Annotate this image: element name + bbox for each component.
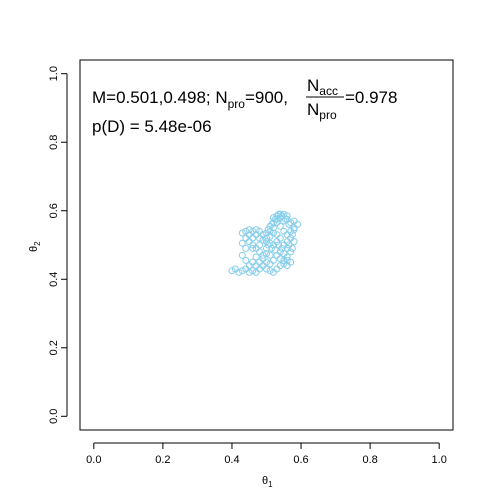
data-point — [238, 229, 246, 237]
data-point — [266, 267, 274, 275]
x-tick-label: 0.8 — [362, 454, 377, 466]
data-point — [256, 241, 264, 249]
data-point — [263, 229, 270, 237]
data-point — [238, 267, 246, 275]
data-point — [256, 227, 264, 235]
data-point — [263, 244, 270, 252]
x-axis: 0.0 0.2 0.4 0.6 0.8 1.0 — [86, 442, 447, 466]
data-point — [283, 262, 291, 270]
data-point — [271, 215, 279, 223]
data-point — [273, 231, 281, 239]
data-point — [256, 248, 264, 256]
data-point — [283, 244, 291, 252]
data-point — [264, 241, 272, 249]
data-points — [228, 210, 302, 276]
x-tick-label: 0.2 — [155, 454, 170, 466]
svg-text:=0.978: =0.978 — [345, 88, 397, 107]
data-point — [287, 248, 295, 256]
data-point — [269, 214, 277, 222]
data-point — [287, 258, 295, 266]
data-point — [282, 215, 289, 223]
data-point — [252, 226, 260, 234]
data-point — [266, 251, 274, 259]
data-point — [264, 226, 272, 234]
data-point — [245, 262, 253, 270]
x-tick-label: 0.4 — [224, 454, 239, 466]
data-point — [268, 220, 276, 228]
data-point — [283, 212, 291, 220]
data-point — [285, 220, 293, 228]
y-axis-label: θ2 — [28, 241, 42, 252]
svg-text:M=0.501,0.498; Npro=900,: M=0.501,0.498; Npro=900, — [92, 88, 288, 111]
data-point — [269, 268, 277, 276]
data-point — [263, 250, 270, 258]
annotation-evidence: p(D) = 5.48e-06 — [92, 117, 212, 136]
data-point — [280, 256, 288, 264]
x-tick-label: 0.0 — [86, 454, 101, 466]
svg-text:Nacc: Nacc — [307, 76, 338, 98]
data-point — [273, 212, 281, 220]
data-point — [242, 227, 250, 235]
data-point — [271, 246, 279, 254]
data-point — [290, 238, 298, 246]
y-axis: 0.0 0.2 0.4 0.6 0.8 1.0 — [48, 66, 68, 424]
data-point — [228, 267, 236, 275]
data-point — [266, 222, 274, 230]
svg-text:Npro: Npro — [307, 100, 337, 122]
data-point — [259, 236, 267, 244]
y-tick-label: 0.4 — [48, 272, 60, 287]
data-point — [263, 258, 270, 266]
data-point — [235, 268, 243, 276]
x-tick-label: 1.0 — [432, 454, 447, 466]
data-point — [245, 268, 253, 276]
data-point — [249, 258, 257, 266]
y-tick-label: 0.2 — [48, 340, 60, 355]
y-tick-label: 0.8 — [48, 135, 60, 150]
data-point — [238, 239, 246, 247]
data-point — [294, 220, 302, 228]
data-point — [252, 268, 260, 276]
data-point — [249, 227, 257, 235]
data-point — [288, 231, 296, 239]
data-point — [242, 244, 250, 252]
data-point — [280, 260, 288, 268]
data-point — [275, 241, 283, 249]
data-point — [285, 241, 293, 249]
data-point — [249, 244, 257, 252]
data-point — [252, 253, 260, 261]
y-tick-label: 0.0 — [48, 409, 60, 424]
plot-frame — [79, 59, 454, 431]
data-point — [263, 238, 270, 246]
data-point — [238, 251, 246, 259]
x-tick-label: 0.6 — [293, 454, 308, 466]
data-point — [249, 267, 257, 275]
data-point — [242, 256, 250, 264]
data-point — [276, 222, 284, 230]
data-point — [245, 238, 253, 246]
y-tick-label: 1.0 — [48, 66, 60, 81]
data-point — [245, 226, 253, 234]
annotation-summary: M=0.501,0.498; Npro=900, Nacc Npro =0.97… — [92, 76, 397, 122]
data-point — [275, 210, 283, 218]
x-axis-label: θ1 — [262, 475, 273, 489]
data-point — [269, 256, 277, 264]
y-tick-label: 0.6 — [48, 203, 60, 218]
